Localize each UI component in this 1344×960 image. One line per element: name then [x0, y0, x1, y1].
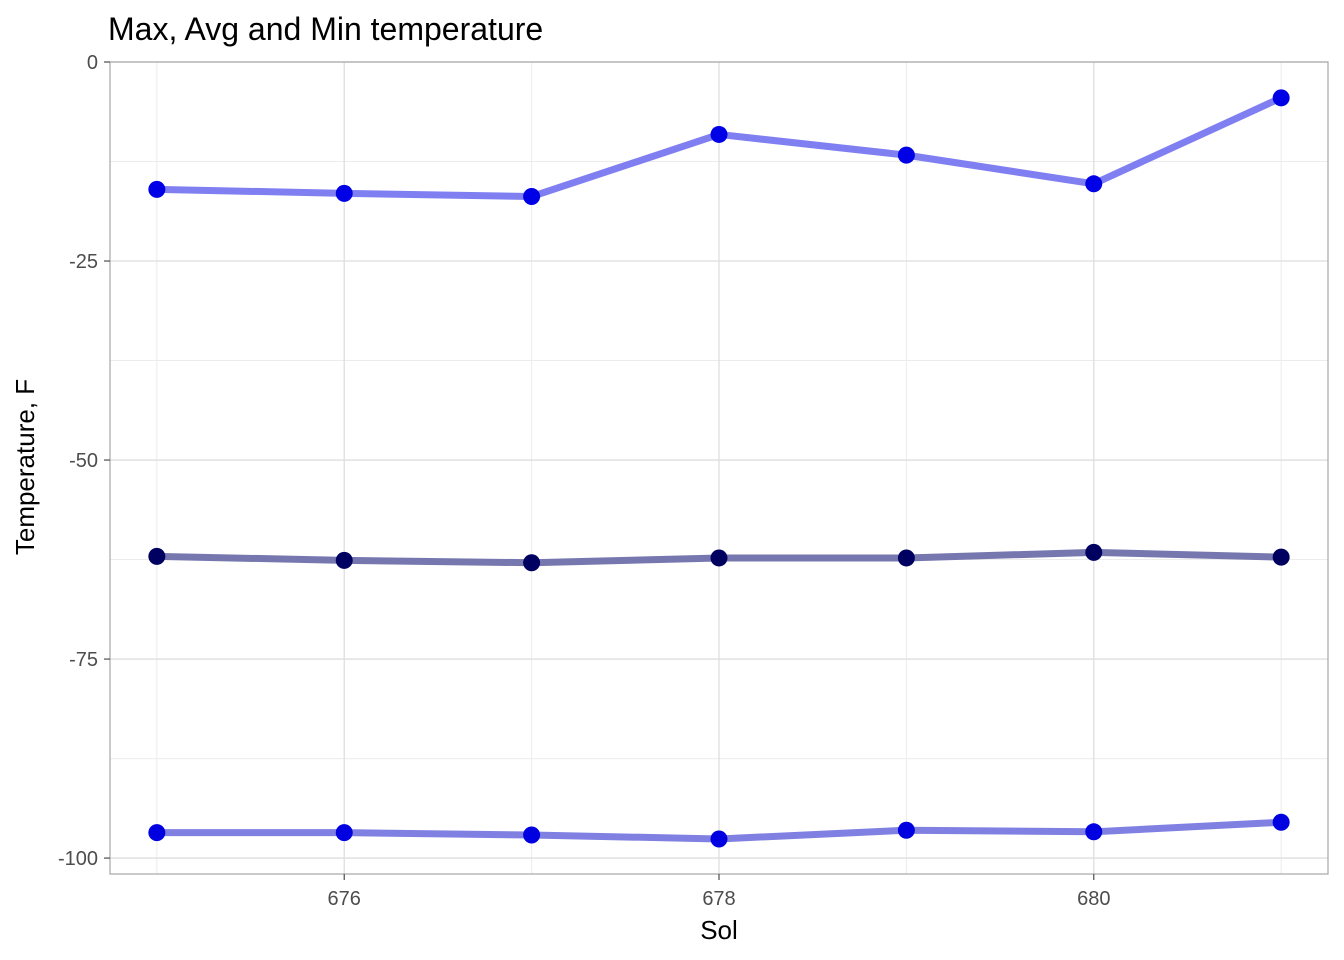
data-point-avg	[1272, 548, 1290, 566]
x-tick-label: 676	[328, 888, 361, 910]
data-point-min	[335, 824, 353, 842]
x-tick-label: 680	[1077, 888, 1110, 910]
data-point-min	[148, 824, 166, 842]
data-point-max	[1272, 89, 1290, 107]
data-point-avg	[710, 549, 728, 567]
series-layer	[148, 89, 1290, 848]
data-point-max	[710, 125, 728, 143]
data-point-max	[148, 180, 166, 198]
data-point-max	[1085, 175, 1103, 193]
y-tick-label: -100	[58, 848, 98, 870]
y-axis-title: Temperature, F	[10, 379, 40, 555]
y-tick-label: -50	[69, 450, 98, 472]
data-point-avg	[335, 551, 353, 569]
data-point-min	[1272, 813, 1290, 831]
data-point-max	[523, 188, 541, 206]
data-point-avg	[1085, 543, 1103, 561]
y-tick-label: -25	[69, 251, 98, 273]
axes: 0 -25 -50 -75 -100 676 678 680	[58, 52, 1110, 910]
data-point-min	[1085, 823, 1103, 841]
data-point-avg	[897, 549, 915, 567]
data-point-max	[897, 146, 915, 164]
x-tick-label: 678	[702, 888, 735, 910]
data-point-avg	[148, 547, 166, 565]
data-point-max	[335, 184, 353, 202]
data-point-min	[710, 830, 728, 848]
grid	[110, 61, 1328, 874]
x-axis-title: Sol	[700, 915, 738, 945]
y-tick-label: -75	[69, 649, 98, 671]
data-point-min	[897, 821, 915, 839]
data-point-avg	[523, 554, 541, 572]
data-point-min	[523, 826, 541, 844]
chart-title: Max, Avg and Min temperature	[108, 11, 543, 47]
y-tick-label: 0	[87, 52, 98, 74]
